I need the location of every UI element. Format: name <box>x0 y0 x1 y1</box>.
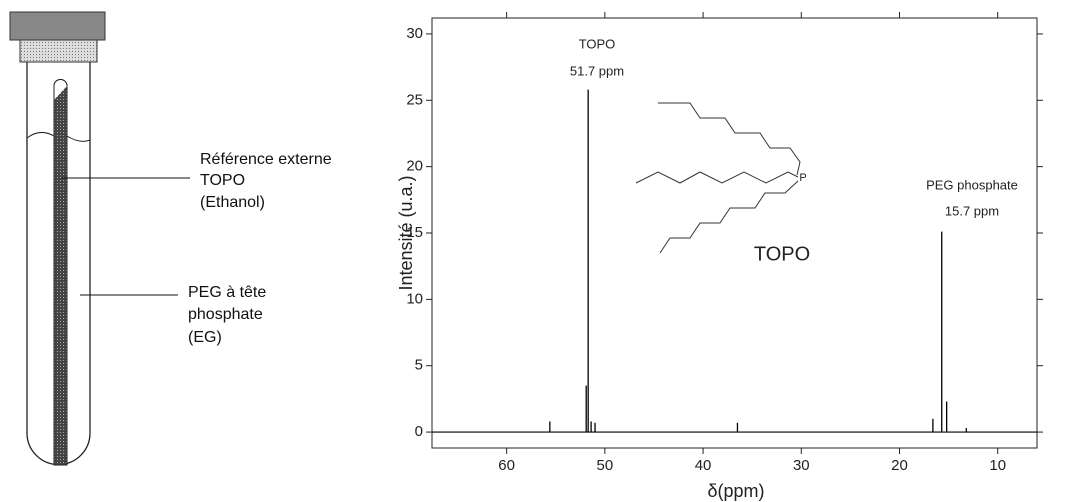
capillary-top <box>53 79 68 100</box>
annotation: TOPO <box>579 36 616 51</box>
y-tick-label: 20 <box>406 158 423 175</box>
x-tick-label: 60 <box>498 457 515 474</box>
x-tick-label: 20 <box>891 457 908 474</box>
annotation: 15.7 ppm <box>945 203 999 218</box>
tube-cap-inner <box>19 39 98 63</box>
x-tick-label: 10 <box>989 457 1006 474</box>
diagram-label: phosphate <box>188 306 263 323</box>
x-tick-label: 40 <box>695 457 712 474</box>
diagram-label: TOPO <box>200 172 245 189</box>
topo-structure <box>635 102 801 254</box>
y-axis-title: Intensité (u.a.) <box>396 175 416 290</box>
y-tick-label: 10 <box>406 290 423 307</box>
x-axis-title: δ(ppm) <box>707 481 764 501</box>
liquid-level <box>26 132 91 142</box>
y-tick-label: 25 <box>406 91 423 108</box>
tube-cap <box>9 11 106 41</box>
x-tick-label: 30 <box>793 457 810 474</box>
structure-label: TOPO <box>754 243 810 265</box>
diagram-label: (EG) <box>188 329 222 346</box>
tube-diagram: Référence externe TOPO (Ethanol) PEG à t… <box>9 11 332 466</box>
diagram-label: (Ethanol) <box>200 194 265 211</box>
y-tick-label: 5 <box>415 357 423 374</box>
diagram-label: PEG à tête <box>188 284 266 301</box>
structure-atom: P <box>799 172 806 184</box>
y-tick-label: 30 <box>406 25 423 42</box>
x-tick-label: 50 <box>597 457 614 474</box>
diagram-label: Référence externe <box>200 151 332 168</box>
y-tick-label: 0 <box>415 423 423 440</box>
inner-capillary <box>53 79 68 466</box>
plot-frame <box>431 17 1038 449</box>
annotation: 51.7 ppm <box>570 63 624 78</box>
y-tick-label: 15 <box>406 224 423 241</box>
annotation: PEG phosphate <box>926 177 1018 192</box>
